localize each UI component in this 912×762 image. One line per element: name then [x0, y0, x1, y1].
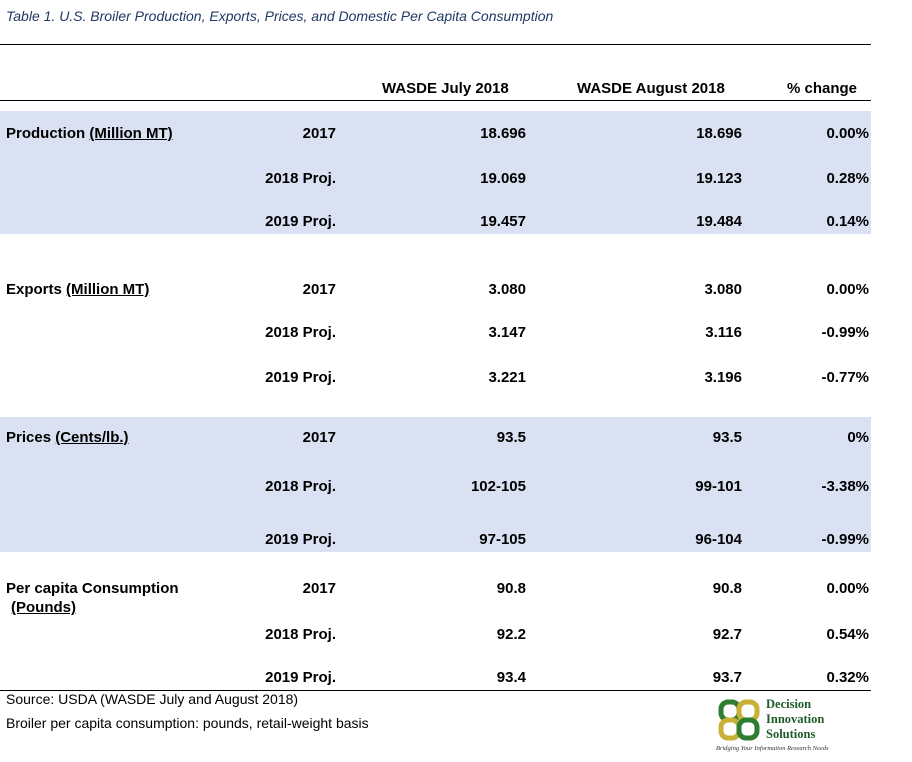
row-change: 0.00%	[826, 125, 869, 142]
row-july: 19.457	[480, 213, 526, 230]
row-year: 2018 Proj.	[265, 170, 336, 187]
section-unit: (Million MT)	[66, 281, 150, 298]
row-july: 102-105	[470, 478, 526, 495]
logo-line-2: Innovation	[766, 712, 825, 726]
row-august: 92.7	[712, 626, 742, 643]
row-year: 2017	[302, 429, 336, 446]
col-header-august: WASDE August 2018	[577, 80, 725, 97]
row-year: 2019 Proj.	[265, 669, 336, 686]
row-august: 93.7	[712, 669, 742, 686]
section-label-exports: Exports (Million MT)	[6, 281, 149, 298]
row-year: 2017	[302, 281, 336, 298]
section-label-production: Production (Million MT)	[6, 125, 173, 142]
row-august: 99-101	[695, 478, 742, 495]
row-july: 3.147	[488, 324, 526, 341]
logo-line-1: Decision	[766, 697, 812, 711]
logo-wordmark: Decision Innovation Solutions	[766, 697, 824, 742]
row-year: 2018 Proj.	[265, 478, 336, 495]
row-july: 90.8	[496, 580, 526, 597]
row-change: 0.28%	[826, 170, 869, 187]
row-july: 92.2	[496, 626, 526, 643]
row-year: 2017	[302, 125, 336, 142]
header-rule	[0, 100, 871, 101]
row-august: 19.484	[696, 213, 742, 230]
row-july: 93.5	[496, 429, 526, 446]
section-name: Prices	[6, 429, 52, 446]
row-july: 18.696	[480, 125, 526, 142]
section-name: Per capita Consumption	[6, 580, 179, 597]
section-unit: (Cents/lb.)	[55, 429, 129, 446]
table-caption: Table 1. U.S. Broiler Production, Export…	[6, 8, 554, 24]
row-year: 2019 Proj.	[265, 531, 336, 548]
row-change: 0.00%	[826, 281, 869, 298]
col-header-july: WASDE July 2018	[382, 80, 509, 97]
row-august: 90.8	[712, 580, 742, 597]
row-july: 3.080	[488, 281, 526, 298]
row-change: -0.99%	[821, 324, 869, 341]
row-change: 0.32%	[826, 669, 869, 686]
row-change: -0.77%	[821, 369, 869, 386]
col-header-change: % change	[787, 80, 858, 97]
knot-logo-icon	[718, 699, 760, 741]
logo-tagline: Bridging Your Information Research Needs	[716, 745, 829, 752]
section-label-consumption: Per capita Consumption (Pounds)	[6, 580, 179, 616]
row-july: 3.221	[488, 369, 526, 386]
company-logo: Decision Innovation Solutions Bridging Y…	[716, 697, 866, 757]
row-august: 93.5	[712, 429, 742, 446]
row-august: 96-104	[695, 531, 742, 548]
section-unit: (Pounds)	[11, 599, 76, 616]
row-change: 0%	[847, 429, 869, 446]
row-july: 93.4	[496, 669, 526, 686]
row-year: 2018 Proj.	[265, 626, 336, 643]
section-name: Exports	[6, 281, 62, 298]
row-change: 0.00%	[826, 580, 869, 597]
section-label-prices: Prices (Cents/lb.)	[6, 429, 129, 446]
row-change: 0.54%	[826, 626, 869, 643]
row-year: 2017	[302, 580, 336, 597]
bottom-rule	[0, 690, 871, 691]
row-change: 0.14%	[826, 213, 869, 230]
row-change: -0.99%	[821, 531, 869, 548]
prices-band	[0, 417, 871, 552]
section-unit: (Million MT)	[89, 125, 173, 142]
source-note: Source: USDA (WASDE July and August 2018…	[6, 691, 299, 707]
row-august: 18.696	[696, 125, 742, 142]
row-year: 2018 Proj.	[265, 324, 336, 341]
row-change: -3.38%	[821, 478, 869, 495]
logo-line-3: Solutions	[766, 727, 816, 741]
row-august: 3.080	[704, 281, 742, 298]
section-name: Production	[6, 125, 86, 142]
row-year: 2019 Proj.	[265, 213, 336, 230]
top-rule	[0, 44, 871, 45]
row-july: 97-105	[479, 531, 526, 548]
row-august: 3.116	[705, 324, 742, 341]
production-band	[0, 111, 871, 234]
basis-note: Broiler per capita consumption: pounds, …	[6, 715, 369, 731]
row-august: 19.123	[696, 170, 742, 187]
row-july: 19.069	[480, 170, 526, 187]
row-august: 3.196	[704, 369, 742, 386]
row-year: 2019 Proj.	[265, 369, 336, 386]
